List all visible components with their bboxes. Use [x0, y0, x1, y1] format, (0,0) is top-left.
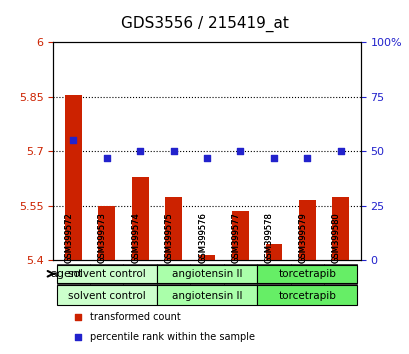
Bar: [231, 211, 248, 260]
Bar: [98, 206, 115, 260]
Text: agent: agent: [50, 269, 83, 279]
FancyBboxPatch shape: [56, 265, 157, 283]
Bar: [132, 177, 148, 260]
FancyBboxPatch shape: [290, 264, 323, 284]
Text: GSM399576: GSM399576: [198, 212, 207, 263]
Bar: [332, 196, 348, 260]
Text: solvent control: solvent control: [68, 269, 145, 279]
Text: GSM399578: GSM399578: [264, 212, 273, 263]
FancyBboxPatch shape: [56, 285, 157, 306]
Point: [170, 148, 176, 154]
Text: GSM399575: GSM399575: [164, 212, 173, 263]
FancyBboxPatch shape: [256, 264, 290, 284]
Text: GSM399572: GSM399572: [64, 212, 73, 263]
Point: [137, 148, 143, 154]
FancyBboxPatch shape: [123, 264, 157, 284]
Text: GSM399574: GSM399574: [131, 212, 140, 263]
FancyBboxPatch shape: [323, 264, 357, 284]
Point: [203, 155, 210, 161]
Text: GSM399575: GSM399575: [164, 212, 173, 263]
Text: GSM399573: GSM399573: [97, 212, 106, 263]
Bar: [265, 244, 281, 260]
Bar: [198, 255, 215, 260]
Point: [303, 155, 310, 161]
Bar: [165, 196, 182, 260]
Text: angiotensin II: angiotensin II: [171, 269, 242, 279]
Point: [74, 334, 81, 340]
Text: GSM399573: GSM399573: [97, 212, 106, 263]
FancyBboxPatch shape: [157, 264, 190, 284]
Text: GSM399574: GSM399574: [131, 212, 140, 263]
FancyBboxPatch shape: [90, 264, 123, 284]
Bar: [298, 200, 315, 260]
Text: GSM399580: GSM399580: [331, 212, 340, 263]
Point: [270, 155, 276, 161]
Text: GSM399577: GSM399577: [231, 212, 240, 263]
Text: angiotensin II: angiotensin II: [171, 291, 242, 301]
Text: GSM399572: GSM399572: [64, 212, 73, 263]
Point: [103, 155, 110, 161]
Text: GSM399578: GSM399578: [264, 212, 273, 263]
Bar: [65, 95, 81, 260]
Text: GDS3556 / 215419_at: GDS3556 / 215419_at: [121, 16, 288, 32]
FancyBboxPatch shape: [56, 264, 90, 284]
Text: transformed count: transformed count: [90, 312, 180, 322]
Text: GSM399577: GSM399577: [231, 212, 240, 263]
Point: [70, 137, 76, 143]
FancyBboxPatch shape: [223, 264, 256, 284]
FancyBboxPatch shape: [256, 265, 357, 283]
Text: GSM399579: GSM399579: [298, 212, 307, 263]
Text: torcetrapib: torcetrapib: [278, 269, 335, 279]
Text: GSM399579: GSM399579: [298, 212, 307, 263]
Text: GSM399576: GSM399576: [198, 212, 207, 263]
Text: GSM399580: GSM399580: [331, 212, 340, 263]
Point: [237, 148, 243, 154]
Point: [337, 148, 343, 154]
FancyBboxPatch shape: [157, 265, 256, 283]
FancyBboxPatch shape: [256, 285, 357, 306]
FancyBboxPatch shape: [157, 285, 256, 306]
Text: torcetrapib: torcetrapib: [278, 291, 335, 301]
Text: solvent control: solvent control: [68, 291, 145, 301]
Text: percentile rank within the sample: percentile rank within the sample: [90, 332, 254, 342]
FancyBboxPatch shape: [190, 264, 223, 284]
Point: [74, 314, 81, 320]
